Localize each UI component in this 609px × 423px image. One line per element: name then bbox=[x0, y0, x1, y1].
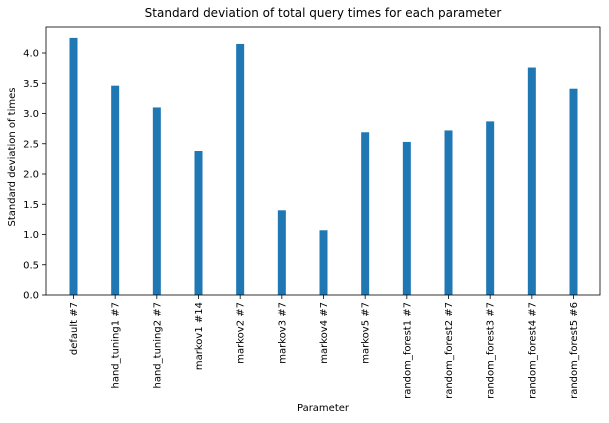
x-tick-label: markov5 #7 bbox=[361, 302, 372, 364]
bar bbox=[277, 210, 286, 295]
bar bbox=[319, 230, 328, 295]
x-tick-label: hand_tuning1 #7 bbox=[111, 302, 122, 389]
x-tick-label: random_forest2 #7 bbox=[444, 302, 455, 399]
bar bbox=[527, 67, 536, 295]
x-axis-label: Parameter bbox=[297, 403, 350, 414]
bar bbox=[111, 85, 120, 295]
bar bbox=[152, 107, 161, 295]
y-tick-label: 3.5 bbox=[23, 79, 39, 90]
x-tick-label: random_forest5 #6 bbox=[569, 302, 580, 399]
y-tick-label: 3.0 bbox=[23, 109, 39, 120]
bar bbox=[444, 130, 453, 295]
y-tick-label: 1.5 bbox=[23, 200, 39, 211]
bar bbox=[402, 141, 411, 295]
chart-title: Standard deviation of total query times … bbox=[145, 6, 502, 20]
x-tick-label: markov3 #7 bbox=[277, 302, 288, 364]
x-tick-label: random_forest4 #7 bbox=[527, 302, 538, 399]
plot-frame bbox=[45, 26, 601, 296]
y-tick-label: 0.5 bbox=[23, 260, 39, 271]
y-tick-label: 1.0 bbox=[23, 230, 39, 241]
bar bbox=[486, 121, 495, 295]
bar bbox=[236, 43, 245, 295]
bar-series bbox=[69, 37, 578, 295]
x-tick-label: random_forest1 #7 bbox=[402, 302, 413, 399]
y-tick-label: 4.0 bbox=[23, 49, 39, 60]
x-tick-label: markov2 #7 bbox=[236, 302, 247, 364]
y-tick-label: 2.5 bbox=[23, 139, 39, 150]
x-axis-ticks: default #7 hand_tuning1 #7 hand_tuning2 #7… bbox=[69, 295, 580, 399]
bar bbox=[69, 37, 78, 295]
x-tick-label: random_forest3 #7 bbox=[486, 302, 497, 399]
y-axis-ticks: 0.0 0.5 1.0 1.5 2.0 2.5 3.0 3.5 4.0 bbox=[23, 49, 46, 302]
bar bbox=[569, 88, 578, 295]
bar bbox=[194, 151, 203, 295]
y-axis-label: Standard deviation of times bbox=[7, 88, 18, 227]
y-tick-label: 0.0 bbox=[23, 291, 39, 302]
bar bbox=[361, 132, 370, 295]
x-tick-label: markov4 #7 bbox=[319, 302, 330, 364]
x-tick-label: markov1 #14 bbox=[194, 302, 205, 370]
x-tick-label: hand_tuning2 #7 bbox=[152, 302, 163, 389]
y-tick-label: 2.0 bbox=[23, 170, 39, 181]
x-tick-label: default #7 bbox=[69, 302, 80, 355]
